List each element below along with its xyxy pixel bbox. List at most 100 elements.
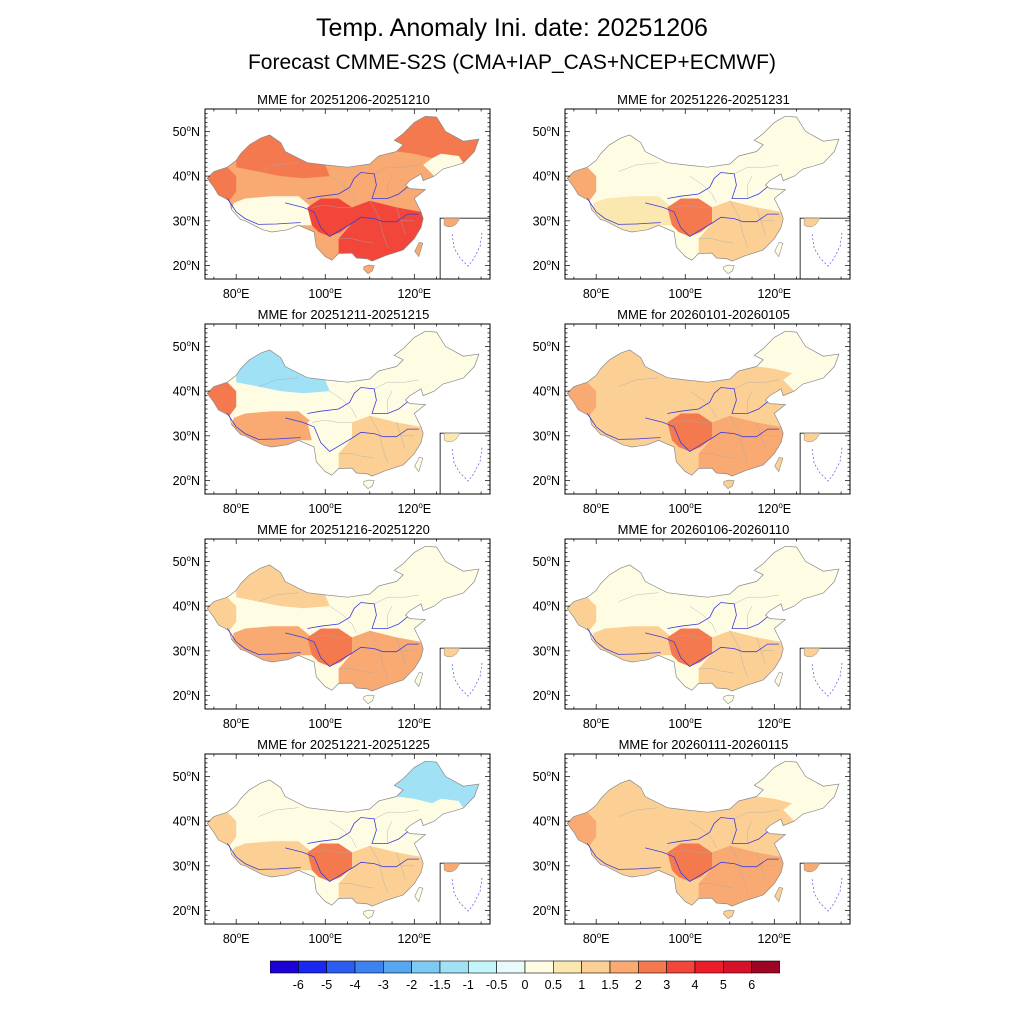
lon-tick-label: 80oE xyxy=(223,501,250,516)
province-border xyxy=(729,630,748,678)
province-border xyxy=(311,634,352,638)
province-border xyxy=(698,453,735,459)
province-border xyxy=(618,377,659,387)
lon-tick-label: 80oE xyxy=(583,501,610,516)
colorbar-swatch xyxy=(638,960,667,974)
taiwan-outline xyxy=(774,456,784,473)
province-border xyxy=(329,820,357,848)
anomaly-region-northeast xyxy=(783,583,824,607)
river-line xyxy=(226,413,301,440)
country-outline xyxy=(566,545,840,692)
province-border xyxy=(729,845,748,893)
anomaly-region-ne xyxy=(394,331,479,384)
lon-tick-label: 80oE xyxy=(583,716,610,731)
colorbar-label: -3 xyxy=(378,978,389,992)
lat-tick-label: 30oN xyxy=(173,213,200,228)
river-line xyxy=(645,202,779,238)
country-outline xyxy=(566,330,840,477)
lon-tick-label: 80oE xyxy=(223,286,250,301)
taiwan-outline xyxy=(414,456,424,473)
lon-tick-label: 120oE xyxy=(757,286,791,301)
anomaly-region-south xyxy=(698,630,784,692)
anomaly-region-south xyxy=(338,630,424,692)
colorbar-label: 1.5 xyxy=(601,978,618,992)
colorbar-swatch xyxy=(723,960,752,974)
hainan-outline xyxy=(723,264,735,274)
colorbar-label: -1 xyxy=(463,978,474,992)
hainan-outline xyxy=(723,694,735,704)
scs-inset-coast xyxy=(443,647,461,658)
scs-inset-frame xyxy=(799,647,851,710)
anomaly-region-west xyxy=(567,167,597,201)
anomaly-region-nw xyxy=(596,564,690,609)
lon-tick-label: 80oE xyxy=(583,286,610,301)
scs-dashed-line xyxy=(811,232,843,267)
river-line xyxy=(307,817,408,844)
anomaly-region-nw xyxy=(236,779,330,824)
anomaly-region-tibet xyxy=(231,626,312,662)
province-border xyxy=(258,807,299,817)
country-outline xyxy=(206,760,480,907)
province-border xyxy=(374,379,419,390)
lon-tick-label: 120oE xyxy=(757,716,791,731)
river-line xyxy=(285,847,419,883)
colorbar-swatch xyxy=(553,960,582,974)
taiwan-outline xyxy=(774,671,784,688)
lat-tick-label: 40oN xyxy=(173,169,200,184)
anomaly-region-nw xyxy=(236,134,330,179)
anomaly-map: 50oN 40oN 30oN 20oN 80oE 100oE 120oE xyxy=(533,753,851,946)
map-panel-left-1: MME for 20251206-20251210 50oN 40oN 30oN 20… xyxy=(160,92,520,306)
province-border xyxy=(374,594,419,605)
anomaly-region-west xyxy=(567,812,597,846)
river-line xyxy=(667,172,768,199)
province-border xyxy=(329,390,357,418)
province-border xyxy=(671,204,712,208)
colorbar-label: 1 xyxy=(578,978,585,992)
anomaly-region-ne xyxy=(754,116,839,169)
lat-tick-label: 20oN xyxy=(533,903,560,918)
river-line xyxy=(586,628,661,655)
lat-tick-label: 50oN xyxy=(173,554,200,569)
hainan-outline xyxy=(363,694,375,704)
anomaly-region-south xyxy=(338,845,424,907)
panel-title: MME for 20251206-20251210 xyxy=(257,92,430,107)
lat-tick-label: 20oN xyxy=(173,903,200,918)
map-panel-left-3: MME for 20251216-20251220 50oN 40oN 30oN 20… xyxy=(160,522,520,736)
province-border xyxy=(618,592,659,602)
lat-tick-label: 50oN xyxy=(533,769,560,784)
colorbar-label: 3 xyxy=(663,978,670,992)
anomaly-region-sichuan xyxy=(667,843,712,882)
anomaly-region-tibet xyxy=(591,626,672,662)
province-border xyxy=(369,845,388,893)
province-border xyxy=(369,415,388,463)
province-border xyxy=(747,821,753,844)
province-border xyxy=(387,821,393,844)
province-border xyxy=(671,419,712,423)
anomaly-map: 50oN 40oN 30oN 20oN 80oE 100oE 120oE xyxy=(533,323,851,516)
anomaly-region-ne xyxy=(754,331,839,384)
lat-tick-label: 40oN xyxy=(173,814,200,829)
taiwan-outline xyxy=(414,241,424,258)
scs-dashed-line xyxy=(451,447,483,482)
lat-tick-label: 50oN xyxy=(173,339,200,354)
anomaly-region-west xyxy=(207,382,237,416)
river-line xyxy=(645,417,779,453)
scs-inset-frame xyxy=(439,862,491,925)
river-line xyxy=(645,847,779,883)
lat-tick-label: 40oN xyxy=(533,384,560,399)
anomaly-region-nw xyxy=(596,349,690,394)
anomaly-region-sichuan xyxy=(307,628,352,667)
anomaly-region-south xyxy=(338,200,424,262)
anomaly-map: 50oN 40oN 30oN 20oN 80oE 100oE 120oE xyxy=(173,108,491,301)
colorbar-label: -2 xyxy=(406,978,417,992)
province-border xyxy=(747,391,753,414)
hainan-outline xyxy=(363,479,375,489)
lon-tick-label: 100oE xyxy=(308,286,342,301)
province-border xyxy=(258,162,299,172)
province-border xyxy=(618,162,659,172)
anomaly-region-ne xyxy=(394,546,479,599)
colorbar-swatch xyxy=(751,960,780,974)
scs-inset-coast xyxy=(803,647,821,658)
colorbar-swatch xyxy=(270,960,299,974)
anomaly-region-northeast xyxy=(783,798,824,822)
